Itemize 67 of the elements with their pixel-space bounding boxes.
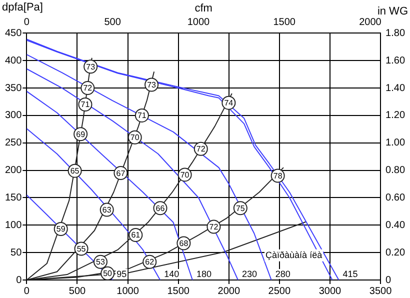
series-label: 95 — [116, 268, 127, 279]
y-tick-label: 350 — [4, 82, 22, 94]
annotation: 63 — [102, 206, 112, 214]
annotation: 71 — [137, 111, 147, 120]
y2-tick-label: 1.60 — [386, 55, 406, 66]
annotation: 72 — [209, 222, 219, 232]
y-tick-label: 250 — [4, 138, 22, 149]
annotation: 59 — [56, 224, 66, 234]
annotation: 73 — [147, 80, 157, 90]
y-tick-label: 100 — [4, 220, 22, 231]
series-label: 415 — [342, 268, 358, 279]
annotation: 72 — [196, 144, 206, 154]
x2-axis-title: cfm — [194, 2, 212, 15]
annotation: 50 — [103, 269, 113, 278]
x2-tick-label: 500 — [104, 16, 122, 28]
y2-tick-label: 0.20 — [386, 247, 406, 258]
y-tick-label: 150 — [4, 192, 22, 204]
series-label: 180 — [196, 268, 212, 279]
y-tick-label: 0 — [16, 274, 22, 286]
annotation: 70 — [180, 170, 190, 180]
y-tick-label: 450 — [4, 28, 22, 39]
annotation: 69 — [76, 130, 86, 139]
annotation: 55 — [76, 244, 86, 254]
annotation: 66 — [156, 204, 166, 213]
annotation: 70 — [130, 133, 140, 142]
x-tick-label: 0 — [24, 286, 30, 297]
annotation: Çàïðàùàíà íëà — [266, 250, 322, 260]
y2-tick-label: 1.80 — [386, 28, 406, 39]
annotation: 67 — [116, 168, 126, 178]
annotation: 73 — [86, 62, 96, 72]
x2-tick-label: 2000 — [359, 16, 382, 28]
series-label: 140 — [164, 268, 180, 279]
x-tick-label: 3000 — [318, 286, 342, 297]
y-tick-label: 50 — [10, 247, 22, 258]
x2-tick-label: 1000 — [187, 16, 210, 28]
annotation: 75 — [236, 204, 246, 213]
y2-tick-label: 0.40 — [386, 220, 406, 231]
y2-tick-label: 0 — [386, 274, 392, 286]
y-tick-label: 300 — [4, 110, 22, 122]
x-tick-label: 2500 — [268, 286, 291, 297]
y2-tick-label: 0.60 — [386, 192, 406, 204]
y-axis-title: dpfa[Pa] — [2, 2, 43, 14]
annotation: 68 — [179, 238, 189, 248]
y2-tick-label: 0.80 — [386, 165, 406, 176]
y2-tick-label: 1.40 — [386, 82, 406, 94]
annotation: 53 — [96, 258, 106, 267]
x-tick-label: 2000 — [218, 286, 240, 297]
x-tick-label: 3500 — [369, 286, 392, 297]
x-tick-label: 1500 — [167, 286, 190, 297]
annotation: 71 — [80, 100, 90, 110]
annotation: 74 — [224, 98, 234, 108]
series-label: 280 — [275, 268, 290, 279]
y2-tick-label: 1.00 — [386, 138, 406, 149]
y-tick-label: 400 — [4, 55, 22, 66]
x-tick-label: 1000 — [116, 286, 140, 297]
annotation: 78 — [273, 172, 283, 180]
x2-tick-label: 0 — [24, 16, 30, 28]
series-label: 230 — [242, 268, 258, 279]
annotation: 72 — [83, 84, 93, 93]
y2-axis-title: in WG — [377, 6, 408, 18]
annotation: 62 — [145, 258, 155, 267]
y-tick-label: 200 — [4, 165, 22, 176]
annotation: 61 — [131, 230, 141, 240]
annotation: 65 — [70, 166, 80, 176]
x2-tick-label: 1500 — [273, 16, 296, 28]
x-tick-label: 500 — [68, 286, 86, 297]
y2-tick-label: 1.20 — [386, 110, 406, 122]
